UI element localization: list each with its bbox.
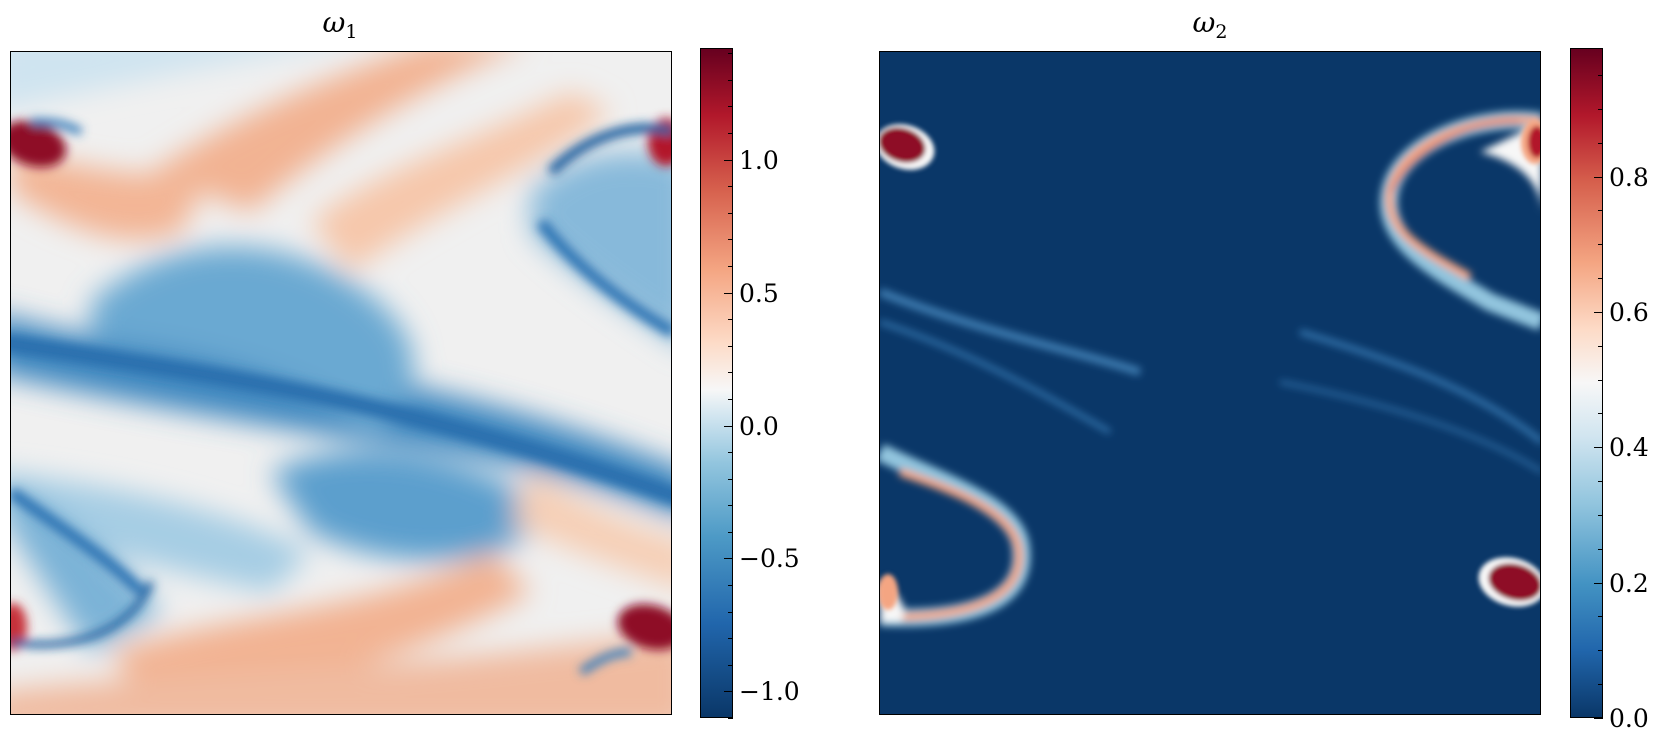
colorbar-minor-tick	[728, 718, 733, 719]
colorbar-minor-tick	[1598, 413, 1603, 415]
colorbar-major-tick	[1594, 311, 1603, 313]
colorbar-minor-tick	[728, 186, 733, 188]
omega2-field-svg	[880, 52, 1540, 714]
colorbar-minor-tick	[728, 53, 733, 55]
colorbar-minor-tick	[728, 79, 733, 81]
colorbar-tick-label: 0.0	[1609, 704, 1649, 733]
colorbar-minor-tick	[728, 398, 733, 400]
panel2-title: ω2	[1192, 6, 1228, 43]
colorbar-minor-tick	[728, 531, 733, 533]
colorbar-major-tick	[724, 691, 733, 693]
colorbar-minor-tick	[728, 478, 733, 480]
colorbar-major-tick	[724, 425, 733, 427]
colorbar-minor-tick	[1598, 684, 1603, 686]
colorbar-major-tick	[1594, 447, 1603, 449]
colorbar-minor-tick	[728, 239, 733, 241]
colorbar-major-tick	[1594, 176, 1603, 178]
colorbar-minor-tick	[728, 133, 733, 135]
colorbar-minor-tick	[1598, 548, 1603, 550]
colorbar-tick-label: 1.0	[739, 145, 779, 175]
colorbar-tick-label: 0.0	[739, 411, 779, 441]
colorbar-major-tick	[724, 558, 733, 560]
colorbar-major-tick	[724, 159, 733, 161]
colorbar-tick-label: −0.5	[739, 544, 800, 574]
colorbar-major-tick	[724, 292, 733, 294]
colorbar-minor-tick	[728, 319, 733, 321]
omega2-heatmap	[879, 51, 1541, 715]
colorbar-minor-tick	[1598, 108, 1603, 110]
colorbar-tick-label: 0.2	[1609, 568, 1649, 598]
omega1-colorbar	[700, 48, 733, 718]
colorbar-minor-tick	[1598, 379, 1603, 381]
colorbar-minor-tick	[728, 372, 733, 374]
colorbar-tick-label: 0.4	[1609, 433, 1649, 463]
colorbar-minor-tick	[728, 345, 733, 347]
colorbar-minor-tick	[1598, 278, 1603, 280]
colorbar-minor-tick	[1598, 345, 1603, 347]
colorbar-tick-label: 0.6	[1609, 297, 1649, 327]
colorbar-tick-label: 0.8	[1609, 162, 1649, 192]
colorbar-major-tick	[1594, 582, 1603, 584]
colorbar-minor-tick	[728, 212, 733, 214]
colorbar-minor-tick	[1598, 244, 1603, 246]
colorbar-minor-tick	[728, 452, 733, 454]
colorbar-minor-tick	[1598, 514, 1603, 516]
colorbar-minor-tick	[1598, 210, 1603, 212]
omega1-heatmap	[10, 51, 672, 715]
colorbar-tick-label: −1.0	[739, 677, 800, 707]
colorbar-minor-tick	[1598, 650, 1603, 652]
colorbar-minor-tick	[728, 611, 733, 613]
colorbar-minor-tick	[728, 106, 733, 108]
colorbar-minor-tick	[728, 664, 733, 666]
colorbar-minor-tick	[728, 505, 733, 507]
omega2-colorbar	[1570, 48, 1603, 718]
colorbar-minor-tick	[728, 266, 733, 268]
colorbar-tick-label: 0.5	[739, 278, 779, 308]
colorbar-minor-tick	[1598, 481, 1603, 483]
omega1-field-svg	[11, 52, 671, 714]
colorbar-minor-tick	[1598, 142, 1603, 144]
colorbar-minor-tick	[728, 585, 733, 587]
colorbar-major-tick	[1594, 718, 1603, 719]
colorbar-minor-tick	[728, 638, 733, 640]
panel1-title: ω1	[322, 6, 358, 43]
colorbar-minor-tick	[1598, 75, 1603, 77]
colorbar-minor-tick	[1598, 616, 1603, 618]
